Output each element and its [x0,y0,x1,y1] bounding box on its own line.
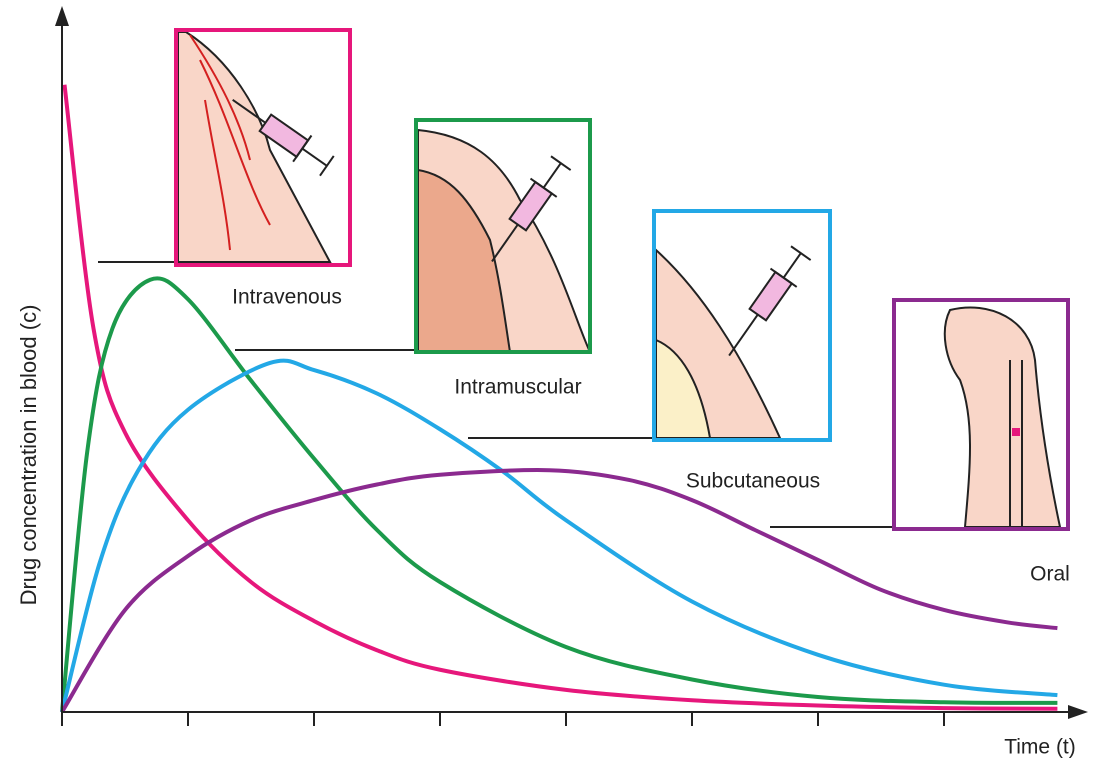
route-label: Subcutaneous [686,470,820,493]
x-axis-arrow [1068,705,1088,719]
y-axis-label: Drug concentration in blood (c) [16,305,41,606]
route-label: Intravenous [232,286,342,309]
page: {"chart_data": {"type": "line", "y_label… [0,0,1095,770]
pill [1012,428,1020,436]
x-axis-label: Time (t) [1004,736,1076,759]
iv-illustration [176,30,350,265]
chart: Drug concentration in blood (c) Time (t) [0,0,1095,770]
im-illustration [416,120,590,352]
oral-illustration [894,300,1068,529]
route-label: Oral [1030,563,1070,586]
sc-illustration [654,211,830,440]
y-axis-arrow [55,6,69,26]
route-label: Intramuscular [454,376,581,399]
